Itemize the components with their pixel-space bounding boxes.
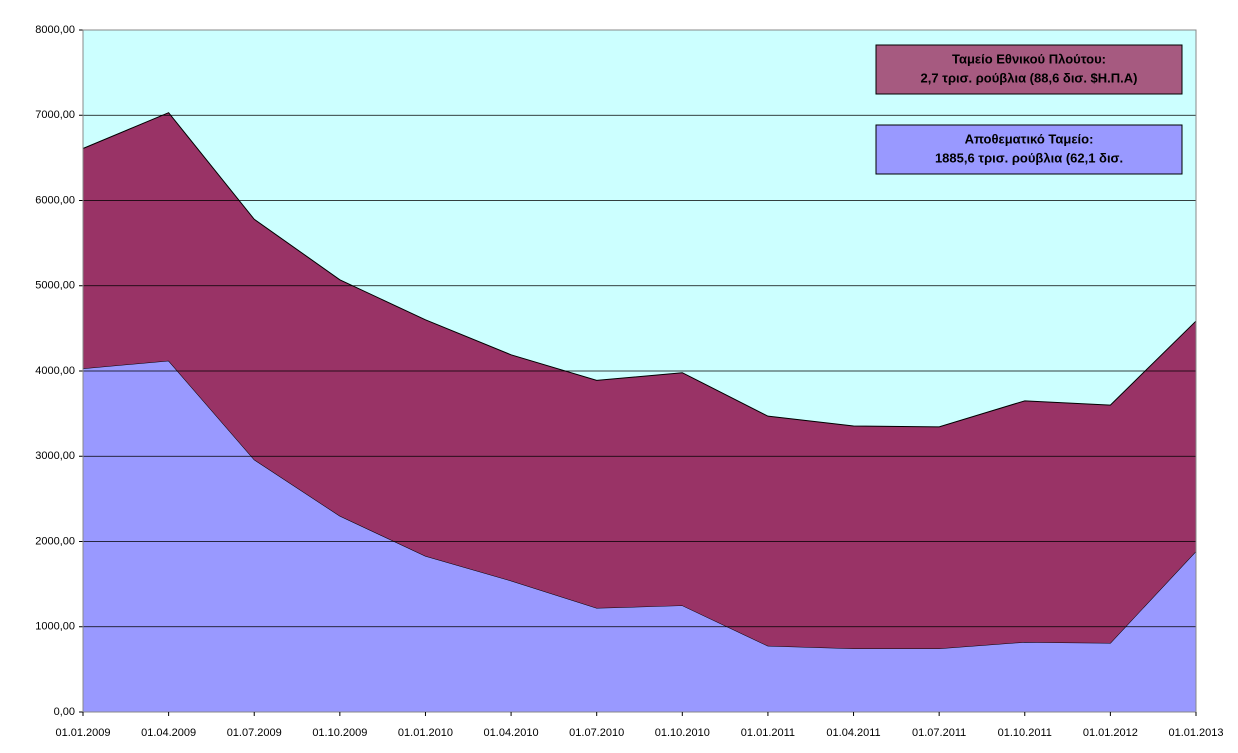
x-tick-label: 01.04.2011 (826, 727, 880, 739)
x-tick-label: 01.04.2010 (484, 727, 539, 739)
y-tick-label: 5000,00 (35, 280, 75, 292)
y-tick-label: 1000,00 (35, 621, 75, 633)
x-tick-label: 01.01.2012 (1083, 727, 1138, 739)
y-tick-label: 6000,00 (35, 194, 75, 206)
y-tick-label: 8000,00 (35, 24, 75, 36)
x-tick-label: 01.07.2009 (227, 727, 282, 739)
y-tick-label: 3000,00 (35, 450, 75, 462)
y-tick-label: 7000,00 (35, 109, 75, 121)
x-tick-label: 01.04.2009 (141, 727, 196, 739)
legend-note: 1885,6 τρισ. ρούβλια (62,1 δισ. (935, 150, 1123, 165)
area (83, 360, 1196, 712)
x-tick-label: 01.10.2011 (998, 727, 1052, 739)
area (83, 112, 1196, 649)
y-tick-label: 0,00 (54, 706, 75, 718)
x-tick-label: 01.01.2010 (398, 727, 453, 739)
x-tick-label: 01.10.2009 (312, 727, 367, 739)
y-tick-label: 4000,00 (35, 365, 75, 377)
x-tick-label: 01.07.2010 (569, 727, 624, 739)
legend-box (875, 124, 1183, 175)
legend-box (875, 44, 1183, 95)
legend-note: 2,7 τρισ. ρούβλια (88,6 δισ. $Η.Π.Α) (921, 70, 1138, 85)
x-tick-label: 01.10.2010 (655, 727, 710, 739)
legend-label: Ταμείο Εθνικού Πλούτου: (952, 51, 1106, 66)
x-tick-label: 01.07.2011 (912, 727, 966, 739)
area-outline (82, 112, 1197, 428)
y-tick-label: 2000,00 (35, 535, 75, 547)
x-tick-label: 01.01.2013 (1168, 727, 1223, 739)
x-tick-label: 01.01.2011 (741, 727, 795, 739)
plot-border (82, 29, 1197, 713)
legend-label: Αποθεματικό Ταμείο: (965, 131, 1094, 146)
x-tick-label: 01.01.2009 (55, 727, 110, 739)
